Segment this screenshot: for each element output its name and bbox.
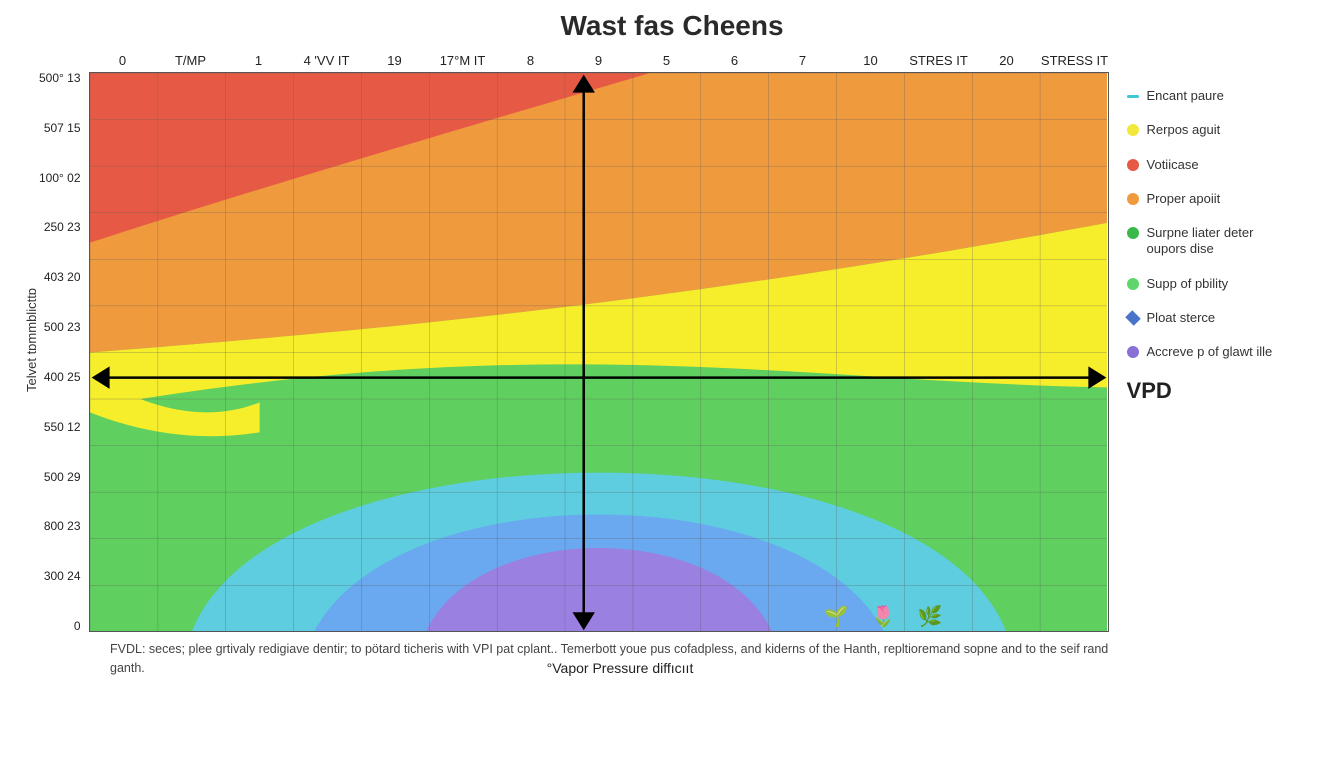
x-tick: STRES IT [905,53,973,68]
x-axis-ticks: 0T/MP14 'VV IT1917°M IT8956710STRES IT20… [89,48,1109,72]
legend-label: Supp of pbility [1147,276,1229,292]
y-tick: 403 20 [39,271,81,283]
legend-swatch [1127,278,1139,290]
vpd-label: VPD [1127,378,1297,404]
heatmap-plot: 🌱 🌷 🌿 [89,72,1109,632]
legend-swatch [1127,193,1139,205]
y-tick: 500 23 [39,321,81,333]
legend-item: Surpne liater deter oupors dise [1127,225,1297,258]
legend-swatch [1127,124,1139,136]
legend-label: Ploat sterce [1147,310,1216,326]
x-tick: STRESS IT [1041,53,1109,68]
y-tick: 800 23 [39,520,81,532]
legend-swatch [1127,159,1139,171]
x-tick: 5 [633,53,701,68]
y-tick: 550 12 [39,421,81,433]
y-axis-label: Telvet tɒmmblicttɒ [20,60,39,620]
y-tick: 300 24 [39,570,81,582]
x-tick: 9 [565,53,633,68]
legend-item: Proper apoiit [1127,191,1297,207]
x-tick: 6 [701,53,769,68]
plant-icons: 🌱 🌷 🌿 [824,607,943,627]
x-tick: 1 [225,53,293,68]
x-tick: 0 [89,53,157,68]
legend-item: Rerpos aguit [1127,122,1297,138]
y-tick: 500 29 [39,471,81,483]
y-tick: 500° 13 [39,72,81,84]
y-tick: 0 [39,620,81,632]
x-tick: 10 [837,53,905,68]
y-tick: 250 23 [39,221,81,233]
chart-title: Wast fas Cheens [20,10,1324,42]
y-tick: 100° 02 [39,172,81,184]
legend-label: Accreve p of glawt ille [1147,344,1273,360]
x-tick: 17°M IT [429,53,497,68]
legend-label: Surpne liater deter oupors dise [1147,225,1297,258]
legend-label: Proper apoiit [1147,191,1221,207]
y-tick: 400 25 [39,371,81,383]
legend-item: Supp of pbility [1127,276,1297,292]
x-tick: 19 [361,53,429,68]
plant-icon: 🌱 [824,607,849,627]
plant-icon: 🌷 [871,607,896,627]
legend-item: Accreve p of glawt ille [1127,344,1297,360]
legend-item: Encant paure [1127,88,1297,104]
y-tick: 507 15 [39,122,81,134]
x-axis-label: °Vapor Pressure diffıcııt [110,660,1130,676]
x-tick: 4 'VV IT [293,53,361,68]
y-axis-ticks: 500° 13 507 15 100° 02 250 23 403 20 500 23 40… [39,72,89,632]
x-tick: 20 [973,53,1041,68]
legend-label: Votiicase [1147,157,1199,173]
legend-label: Rerpos aguit [1147,122,1221,138]
legend-swatch [1127,227,1139,239]
legend: Encant paure Rerpos aguit Votiicase Proper … [1127,88,1297,404]
legend-swatch [1127,346,1139,358]
chart-frame: Telvet tɒmmblicttɒ 500° 13 507 15 100° 02 2… [20,48,1324,632]
x-tick: 7 [769,53,837,68]
legend-label: Encant paure [1147,88,1224,104]
x-tick: T/MP [157,53,225,68]
plant-icon: 🌿 [918,607,943,627]
legend-swatch [1125,310,1141,326]
x-tick: 8 [497,53,565,68]
crosshair-arrows [90,73,1108,632]
legend-item: Ploat sterce [1127,310,1297,326]
legend-swatch [1127,95,1139,98]
legend-item: Votiicase [1127,157,1297,173]
